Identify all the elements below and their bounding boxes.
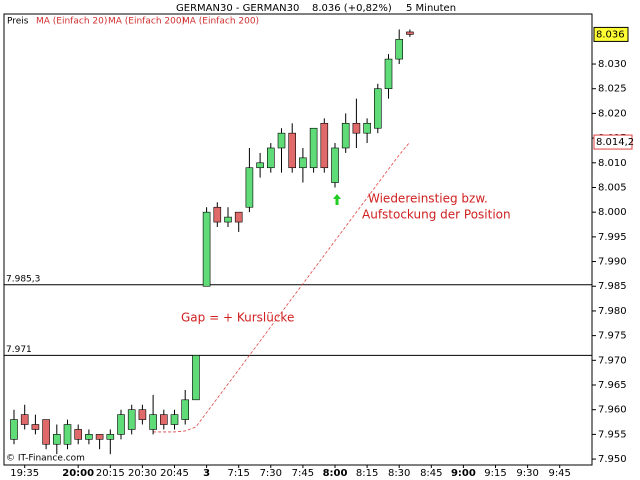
y-tick-label: 7.965: [598, 380, 627, 391]
candle-body: [309, 127, 318, 169]
candle-body: [373, 88, 382, 129]
y-tick-label: 8.010: [598, 158, 627, 169]
y-tick-label: 8.005: [598, 182, 627, 193]
candle-body: [106, 434, 115, 440]
candle-body: [117, 414, 125, 435]
annotation: Gap = + Kurslücke: [181, 311, 294, 325]
y-tick-label: 7.990: [598, 257, 627, 268]
x-tick-label: 3: [203, 468, 210, 479]
x-tick-label: 20:00: [62, 468, 94, 479]
x-tick-label: 8:15: [356, 468, 378, 479]
candle-body: [63, 424, 72, 445]
x-tick-label: 9:00: [451, 468, 476, 479]
candle-body: [277, 132, 286, 149]
chart-title: GERMAN30 - GERMAN30: [176, 3, 299, 14]
candle-body: [74, 429, 82, 440]
candle-body: [256, 162, 264, 169]
candle-body: [202, 211, 211, 287]
x-tick-label: 19:35: [10, 468, 39, 479]
candle-body: [331, 147, 339, 183]
candle-body: [213, 206, 222, 223]
x-tick-label: 9:45: [548, 468, 570, 479]
candle-body: [320, 122, 329, 169]
y-tick-label: 7.960: [598, 405, 627, 416]
candle-body: [95, 434, 104, 440]
candle-body: [266, 147, 275, 169]
x-tick-label: 20:45: [160, 468, 189, 479]
plot-frame: [3, 13, 593, 466]
x-tick-label: 8:00: [323, 468, 348, 479]
x-tick-label: 7:15: [227, 468, 249, 479]
candle-body: [138, 409, 147, 420]
candle-body: [20, 414, 29, 425]
candle-body: [406, 31, 414, 35]
candle-body: [395, 39, 404, 60]
x-tick-label: 9:15: [484, 468, 506, 479]
candle-body: [85, 434, 93, 440]
annotation: Aufstockung der Position: [362, 208, 511, 222]
candle-body: [192, 355, 200, 401]
x-tick-label: 20:30: [128, 468, 157, 479]
y-tick-label: 7.995: [598, 232, 627, 243]
annotation: Wiedereinstieg bzw.: [368, 192, 488, 206]
last-price-box: [593, 26, 629, 42]
y-tick-label: 8.030: [598, 59, 627, 70]
candle-body: [245, 167, 254, 208]
candle-body: [10, 419, 18, 440]
candle-body: [288, 132, 297, 169]
candle-body: [352, 122, 361, 134]
x-tick-label: 20:15: [96, 468, 125, 479]
legend-entry: MA (Einfach 200): [108, 17, 185, 27]
y-tick-label: 7.980: [598, 306, 627, 317]
x-tick-label: 8:30: [388, 468, 410, 479]
y-tick-label: 7.955: [598, 429, 627, 440]
x-tick-label: 8:45: [420, 468, 442, 479]
x-tick-label: 7:30: [260, 468, 282, 479]
legend-entry: Preis: [7, 17, 29, 27]
candle-body: [149, 414, 157, 430]
candle-body: [341, 122, 350, 149]
arrow-icon: [333, 194, 341, 205]
candle-body: [234, 211, 243, 223]
price-info: 8.036 (+0,82%): [312, 3, 392, 14]
candle-body: [160, 414, 168, 425]
y-tick-label: 7.950: [598, 454, 627, 465]
level-label: 7.971: [6, 345, 32, 355]
copyright: © IT-Finance.com: [6, 454, 85, 464]
level-label: 7.985,3: [6, 274, 40, 284]
legend-entry: MA (Einfach 200): [182, 17, 259, 27]
candle-body: [363, 122, 371, 134]
ma-value-label: 8.014,2: [596, 137, 634, 148]
candle-body: [52, 434, 61, 445]
x-tick-label: 9:30: [516, 468, 538, 479]
y-tick-label: 7.975: [598, 331, 627, 342]
candle-body: [181, 399, 189, 420]
candle-body: [384, 58, 393, 90]
ma-line: [153, 141, 411, 433]
legend-entry: MA (Einfach 20): [36, 17, 107, 27]
last-price-label: 8.036: [596, 29, 625, 40]
candle-body: [42, 419, 50, 445]
candle-body: [31, 424, 40, 430]
y-tick-label: 8.000: [598, 207, 627, 218]
y-tick-label: 8.025: [598, 84, 627, 95]
y-tick-label: 7.970: [598, 355, 627, 366]
ma-value-box: [593, 134, 633, 150]
x-tick-label: 7:45: [292, 468, 314, 479]
candle-body: [127, 409, 136, 430]
candle-body: [170, 414, 179, 425]
y-tick-label: 7.985: [598, 281, 627, 292]
candle-body: [224, 216, 232, 223]
interval: 5 Minuten: [406, 3, 456, 14]
y-tick-label: 8.020: [598, 108, 627, 119]
candle-body: [299, 157, 307, 169]
